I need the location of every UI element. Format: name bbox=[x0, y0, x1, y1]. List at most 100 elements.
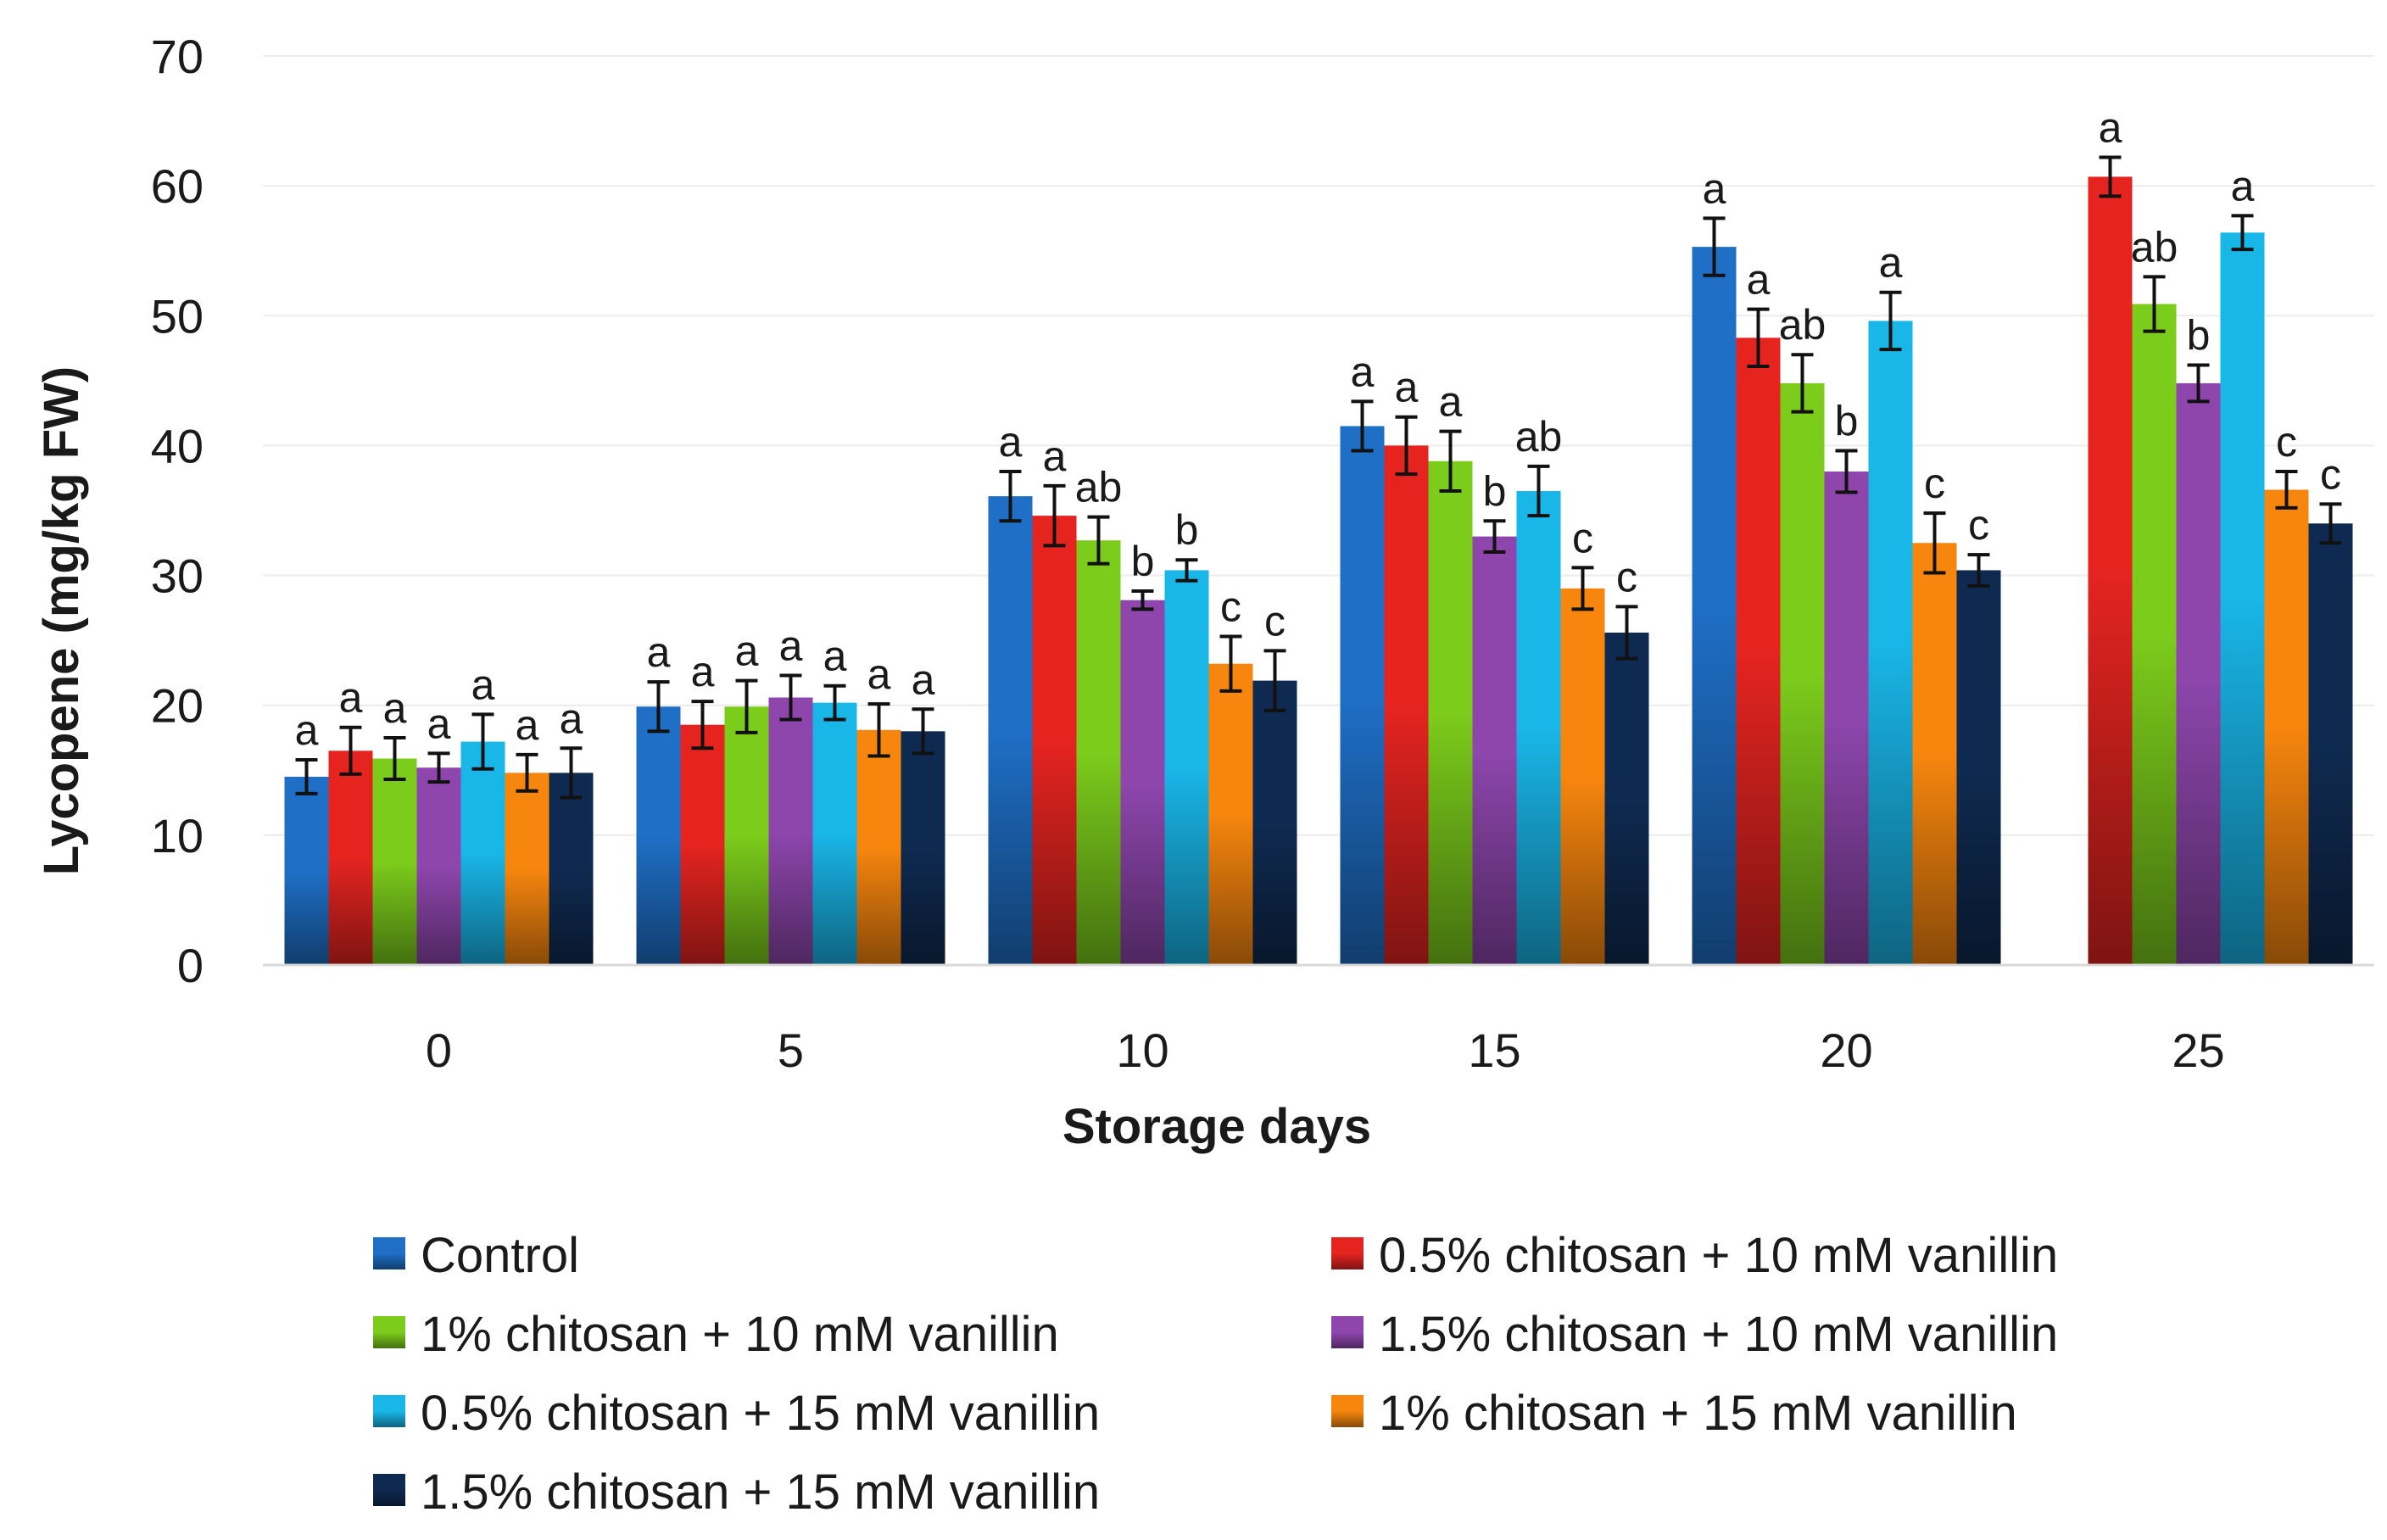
bar-s6-day-0 bbox=[549, 773, 594, 965]
bar-s1-day-5 bbox=[680, 724, 725, 965]
y-tick-label-30: 30 bbox=[151, 550, 204, 603]
legend-swatch-1 bbox=[1331, 1237, 1364, 1269]
bar-s2-day-5 bbox=[724, 706, 769, 965]
bar-s2-day-0 bbox=[372, 758, 417, 965]
bar-s1-day-10 bbox=[1032, 516, 1077, 965]
sig-letter-s6-day-5: a bbox=[912, 656, 935, 703]
sig-letter-s5-day-20: c bbox=[1924, 460, 1945, 507]
legend-item-1: 0.5% chitosan + 10 mM vanillin bbox=[1331, 1228, 2058, 1283]
y-tick-label-10: 10 bbox=[151, 809, 204, 862]
bar-s1-day-25 bbox=[2088, 176, 2133, 965]
sig-letter-s3-day-5: a bbox=[779, 622, 803, 669]
sig-letter-s3-day-10: b bbox=[1131, 538, 1155, 585]
y-axis-ticks: 0 10 20 30 40 50 60 70 bbox=[151, 30, 204, 992]
x-tick-label-10: 10 bbox=[1116, 1024, 1168, 1077]
bar-s6-day-20 bbox=[1956, 570, 2001, 965]
sig-letter-s3-day-20: b bbox=[1835, 398, 1859, 445]
sig-letter-s1-day-25: a bbox=[2099, 103, 2122, 151]
bar-s5-day-25 bbox=[2264, 489, 2309, 965]
sig-letter-s1-day-15: a bbox=[1395, 364, 1419, 411]
y-tick-label-60: 60 bbox=[151, 159, 204, 213]
y-tick-label-0: 0 bbox=[177, 939, 204, 992]
bar-s4-day-0 bbox=[460, 741, 505, 965]
bar-s1-day-20 bbox=[1736, 338, 1781, 965]
legend-label-3: 1.5% chitosan + 10 mM vanillin bbox=[1379, 1307, 2058, 1362]
sig-letter-s6-day-0: a bbox=[560, 695, 583, 742]
bar-s4-day-25 bbox=[2220, 232, 2265, 965]
legend-item-4: 0.5% chitosan + 15 mM vanillin bbox=[373, 1386, 1100, 1441]
sig-letter-s6-day-15: c bbox=[1616, 553, 1637, 600]
sig-letter-s1-day-10: a bbox=[1043, 432, 1067, 480]
bar-s2-day-25 bbox=[2132, 304, 2177, 965]
bar-s2-day-20 bbox=[1780, 382, 1825, 965]
bar-s0-day-0 bbox=[284, 776, 329, 965]
x-tick-label-0: 0 bbox=[426, 1024, 452, 1077]
sig-letter-s5-day-10: c bbox=[1220, 583, 1241, 631]
legend-swatch-2 bbox=[373, 1316, 405, 1348]
sig-letter-s5-day-15: c bbox=[1572, 514, 1593, 561]
legend-swatch-4 bbox=[373, 1395, 405, 1427]
sig-letter-s6-day-10: c bbox=[1264, 597, 1286, 644]
bar-s2-day-10 bbox=[1076, 540, 1121, 965]
y-tick-label-40: 40 bbox=[151, 419, 204, 472]
sig-letter-s6-day-20: c bbox=[1968, 501, 1989, 549]
bar-s0-day-20 bbox=[1692, 247, 1737, 965]
legend-item-0: Control bbox=[373, 1228, 579, 1283]
legend-swatch-0 bbox=[373, 1237, 405, 1269]
bar-s3-day-25 bbox=[2176, 382, 2221, 965]
y-tick-label-20: 20 bbox=[151, 679, 204, 733]
legend-label-1: 0.5% chitosan + 10 mM vanillin bbox=[1379, 1228, 2058, 1283]
sig-letter-s0-day-0: a bbox=[295, 706, 319, 754]
sig-letter-s3-day-25: b bbox=[2187, 311, 2211, 359]
x-axis-title: Storage days bbox=[1062, 1099, 1371, 1154]
bar-s5-day-10 bbox=[1208, 663, 1253, 965]
legend-label-4: 0.5% chitosan + 15 mM vanillin bbox=[421, 1386, 1100, 1441]
x-tick-label-20: 20 bbox=[1820, 1024, 1872, 1077]
sig-letter-s5-day-0: a bbox=[516, 701, 539, 749]
bar-s3-day-20 bbox=[1824, 471, 1869, 965]
bar-s2-day-15 bbox=[1428, 460, 1473, 965]
sig-letter-s2-day-10: ab bbox=[1075, 464, 1123, 511]
bar-s6-day-15 bbox=[1604, 632, 1649, 965]
bar-s5-day-20 bbox=[1912, 543, 1957, 965]
legend-label-5: 1% chitosan + 15 mM vanillin bbox=[1379, 1386, 2017, 1441]
y-axis-title: Lycopene (mg/kg FW) bbox=[34, 366, 89, 875]
y-tick-label-50: 50 bbox=[151, 289, 204, 343]
sig-letter-s1-day-5: a bbox=[691, 648, 715, 695]
bar-s4-day-5 bbox=[812, 702, 857, 965]
bar-s3-day-5 bbox=[768, 697, 813, 965]
x-tick-label-25: 25 bbox=[2172, 1024, 2224, 1077]
sig-letter-s0-day-10: a bbox=[999, 418, 1023, 466]
legend-label-2: 1% chitosan + 10 mM vanillin bbox=[421, 1307, 1059, 1362]
bar-s1-day-0 bbox=[328, 750, 373, 965]
legend-swatch-6 bbox=[373, 1474, 405, 1506]
legend-item-2: 1% chitosan + 10 mM vanillin bbox=[373, 1307, 1059, 1362]
bar-s5-day-15 bbox=[1560, 588, 1605, 965]
legend-swatch-5 bbox=[1331, 1395, 1364, 1427]
bar-s5-day-5 bbox=[856, 729, 901, 965]
legend-item-5: 1% chitosan + 15 mM vanillin bbox=[1331, 1386, 2017, 1441]
bar-s6-day-5 bbox=[901, 731, 945, 965]
sig-letter-s4-day-20: a bbox=[1879, 239, 1903, 287]
bar-s0-day-5 bbox=[636, 706, 681, 965]
bar-group-day-0: aa a aaa a bbox=[284, 661, 594, 965]
sig-letter-s5-day-5: a bbox=[867, 650, 891, 698]
legend-label-0: Control bbox=[421, 1228, 579, 1283]
bar-group-day-25: a abb a cc bbox=[2088, 103, 2353, 965]
sig-letter-s3-day-0: a bbox=[427, 700, 451, 747]
bar-s3-day-0 bbox=[416, 767, 461, 965]
sig-letter-s4-day-25: a bbox=[2231, 162, 2255, 209]
bar-s6-day-10 bbox=[1252, 680, 1297, 965]
sig-letter-s0-day-20: a bbox=[1703, 165, 1726, 212]
sig-letter-s5-day-25: c bbox=[2276, 418, 2297, 466]
sig-letter-s2-day-15: a bbox=[1439, 378, 1463, 426]
bar-s5-day-0 bbox=[505, 773, 549, 965]
bar-s3-day-10 bbox=[1120, 600, 1165, 965]
bar-s3-day-15 bbox=[1472, 536, 1517, 965]
bar-s0-day-15 bbox=[1340, 426, 1385, 965]
gridlines bbox=[263, 55, 2374, 836]
x-tick-label-5: 5 bbox=[778, 1024, 804, 1077]
